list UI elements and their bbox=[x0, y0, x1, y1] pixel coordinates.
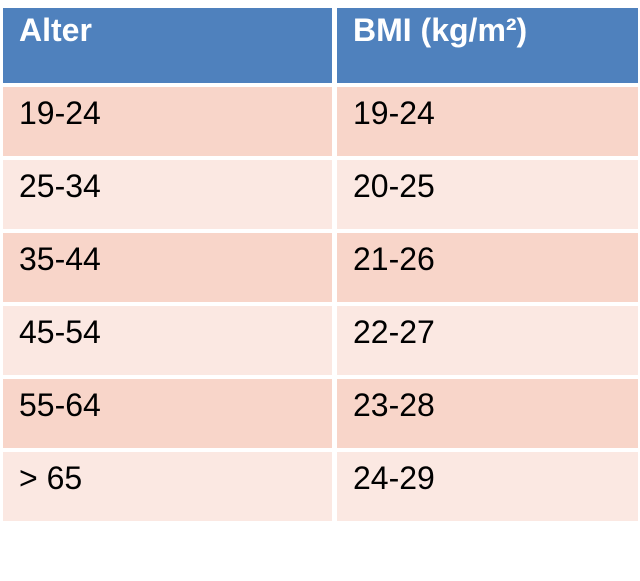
table-cell-bmi: 19-24 bbox=[337, 87, 638, 156]
table-cell-alter: 25-34 bbox=[3, 160, 332, 229]
column-header-bmi: BMI (kg/m²) bbox=[337, 8, 638, 83]
table-cell-alter: > 65 bbox=[3, 452, 332, 521]
table-cell-bmi: 20-25 bbox=[337, 160, 638, 229]
table-cell-bmi: 23-28 bbox=[337, 379, 638, 448]
table-cell-alter: 35-44 bbox=[3, 233, 332, 302]
age-bmi-table: Alter BMI (kg/m²) 19-24 19-24 25-34 20-2… bbox=[3, 8, 638, 521]
table-cell-alter: 55-64 bbox=[3, 379, 332, 448]
table-cell-bmi: 21-26 bbox=[337, 233, 638, 302]
table-cell-bmi: 24-29 bbox=[337, 452, 638, 521]
column-header-alter: Alter bbox=[3, 8, 332, 83]
table-cell-alter: 19-24 bbox=[3, 87, 332, 156]
table-cell-bmi: 22-27 bbox=[337, 306, 638, 375]
table-cell-alter: 45-54 bbox=[3, 306, 332, 375]
